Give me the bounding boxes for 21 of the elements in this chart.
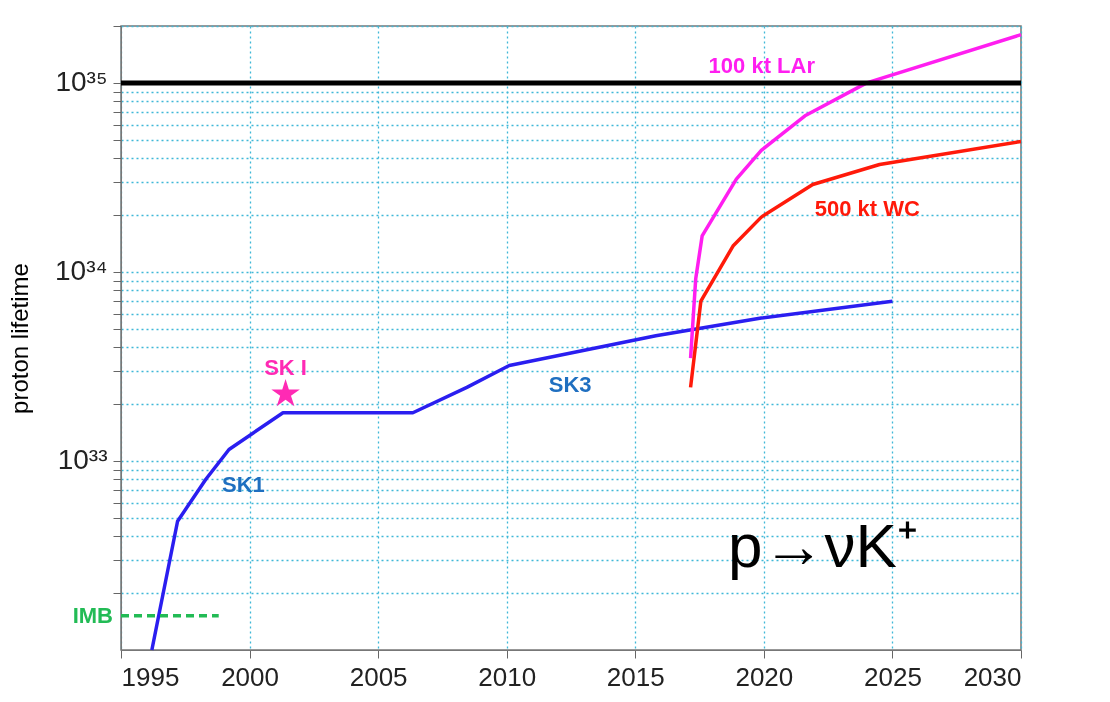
x-tick-label: 2020 (735, 661, 794, 692)
annotation: SK3 (548, 372, 592, 398)
annotation: p→νK⁺ (728, 510, 918, 580)
x-tick-label: 2015 (606, 661, 665, 692)
x-tick-label: 2005 (349, 661, 408, 692)
annotation: SK1 (222, 471, 265, 497)
series-label: IMB (72, 602, 113, 628)
y-axis-title: proton lifetime (6, 263, 33, 414)
line-series (688, 139, 1023, 390)
line-series (688, 32, 1023, 360)
y-tick-label: 10³⁴ (55, 255, 108, 287)
series-label: 100 kt LAr (708, 52, 816, 78)
x-tick-label: 2025 (864, 661, 922, 692)
x-tick-label: 2000 (221, 661, 279, 692)
series-label: SK I (264, 355, 307, 381)
y-tick-label: 10³⁵ (55, 66, 108, 98)
x-tick-label: 2030 (963, 661, 1022, 692)
x-tick-label: 1995 (121, 661, 180, 692)
y-tick-label: 10³³ (57, 444, 108, 476)
x-tick-label: 2010 (478, 661, 537, 692)
series-label: 500 kt WC (814, 195, 920, 221)
